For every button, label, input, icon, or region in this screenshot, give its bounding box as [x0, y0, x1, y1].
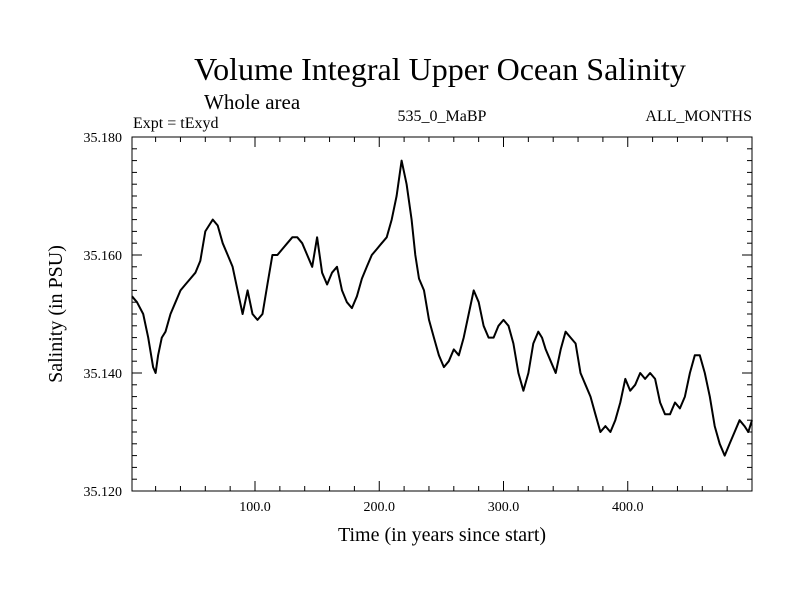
y-tick-label: 35.180 [84, 131, 123, 146]
x-axis-label: Time (in years since start) [338, 524, 546, 546]
age-label: 535_0_MaBP [398, 108, 487, 125]
chart-subtitle: Whole area [204, 90, 301, 114]
y-tick-label: 35.140 [84, 367, 123, 382]
months-label: ALL_MONTHS [645, 108, 752, 125]
y-tick-label: 35.160 [84, 249, 123, 264]
x-tick-label: 100.0 [239, 500, 271, 515]
experiment-label: Expt = tExyd [133, 115, 218, 132]
plot-frame [131, 136, 753, 492]
x-tick-label: 200.0 [364, 500, 396, 515]
axis-ticks [132, 136, 753, 492]
axis-tick-labels: 100.0 200.0 300.0 400.0 35.120 35.140 35.160 35… [84, 131, 644, 515]
x-tick-label: 300.0 [488, 500, 520, 515]
y-tick-label: 35.120 [84, 485, 123, 500]
salinity-series-line [131, 159, 753, 457]
chart-title: Volume Integral Upper Ocean Salinity [194, 51, 686, 87]
x-tick-label: 400.0 [612, 500, 644, 515]
y-axis-label: Salinity (in PSU) [45, 245, 67, 383]
